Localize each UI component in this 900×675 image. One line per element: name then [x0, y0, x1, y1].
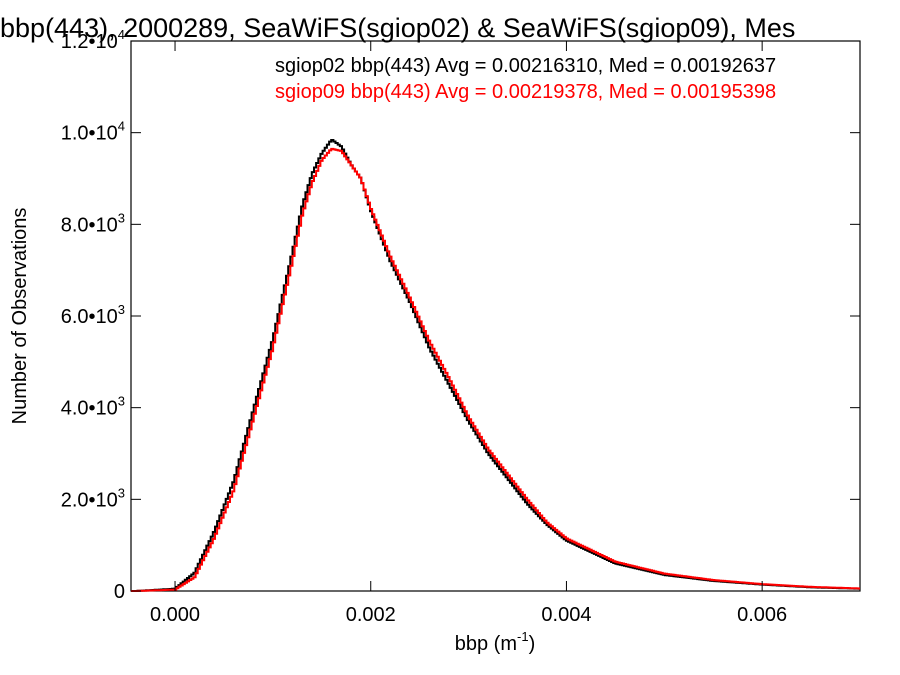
x-tick-label: 0.006 [737, 604, 787, 626]
x-tick-label: 0.002 [346, 604, 396, 626]
y-tick-label: 1.2•104 [61, 27, 125, 53]
y-tick-label: 0 [114, 581, 125, 603]
x-tick-label: 0.000 [150, 604, 200, 626]
x-axis: 0.000 0.002 0.004 0.006 [150, 41, 787, 626]
chart-title: bbp(443), 2000289, SeaWiFS(sgiop02) & Se… [0, 13, 795, 43]
x-axis-title: bbp (m-1) [455, 629, 535, 655]
legend: sgiop02 bbp(443) Avg = 0.00216310, Med =… [275, 55, 776, 103]
y-tick-label: 1.0•104 [61, 119, 125, 145]
y-tick-label: 8.0•103 [61, 210, 125, 236]
series-layer [131, 139, 860, 592]
legend-entry-1: sgiop02 bbp(443) Avg = 0.00216310, Med =… [275, 55, 776, 77]
plot-frame [130, 40, 861, 592]
x-tick-label: 0.004 [541, 604, 591, 626]
y-tick-label: 6.0•103 [61, 302, 125, 328]
y-tick-label: 2.0•103 [61, 485, 125, 511]
y-axis-title: Number of Observations [9, 208, 31, 425]
y-axis: 0 2.0•103 4.0•103 6.0•103 8.0•103 1.0•104 1.2•… [61, 27, 860, 603]
y-tick-label: 4.0•103 [61, 394, 125, 420]
legend-entry-2: sgiop09 bbp(443) Avg = 0.00219378, Med =… [275, 81, 776, 103]
series-line-1 [131, 139, 860, 592]
series-line-2 [131, 147, 860, 592]
